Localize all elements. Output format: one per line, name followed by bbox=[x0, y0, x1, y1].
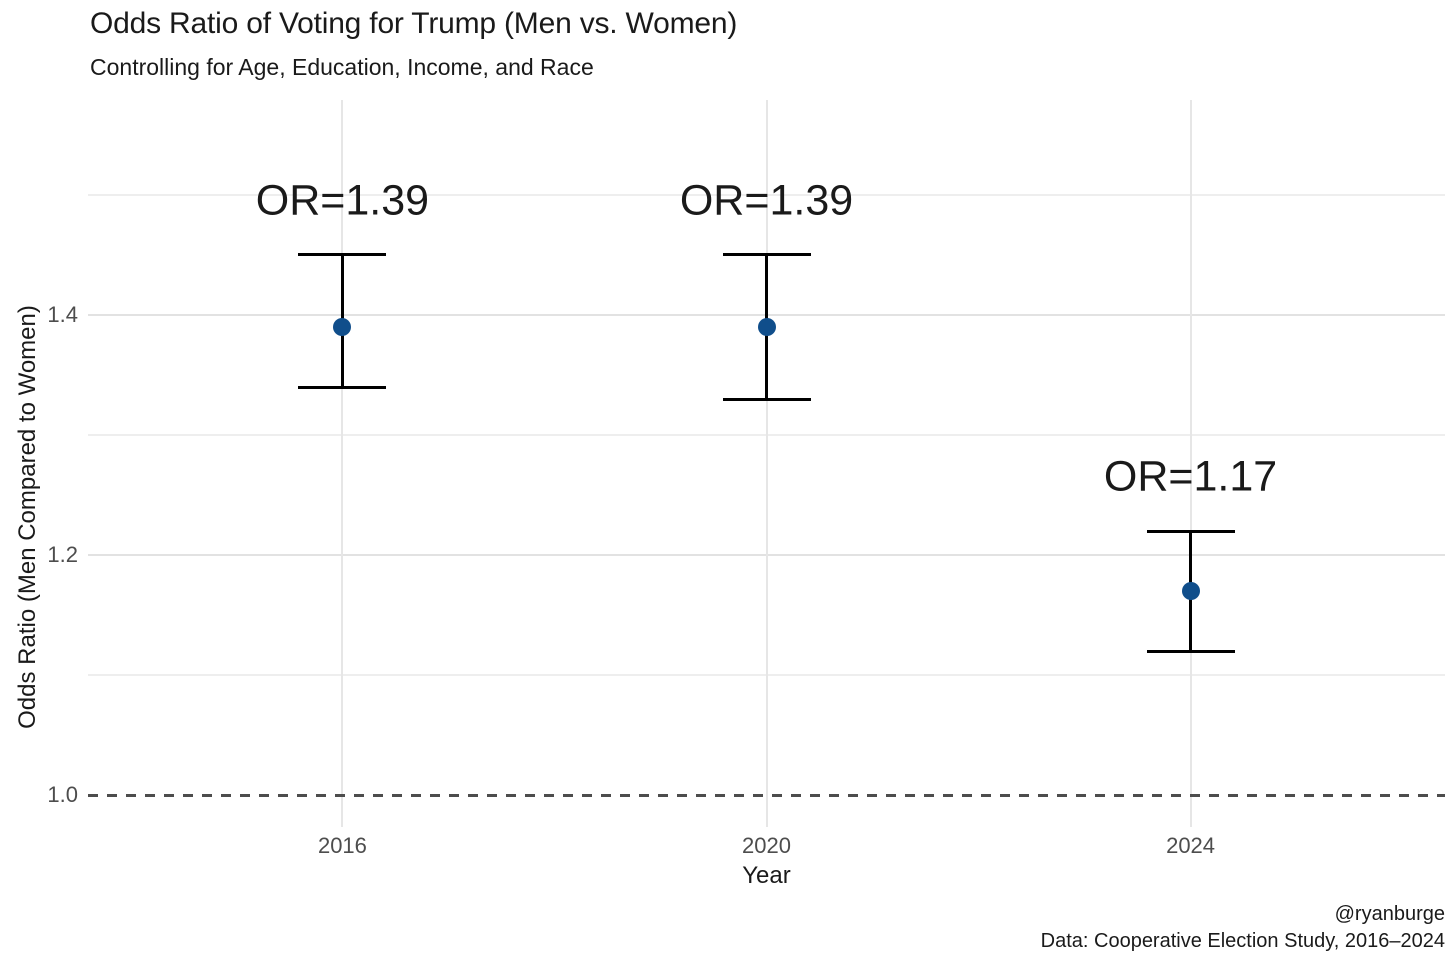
caption-source: Data: Cooperative Election Study, 2016–2… bbox=[1040, 930, 1445, 952]
x-axis-tick-label: 2024 bbox=[1166, 833, 1216, 858]
x-axis-tick-label: 2020 bbox=[742, 833, 791, 858]
error-bar-cap-top bbox=[1146, 529, 1235, 533]
caption: @ryanburge Data: Cooperative Election St… bbox=[1041, 901, 1445, 955]
y-axis-tick-label: 1.0 bbox=[47, 782, 78, 808]
caption-handle: @ryanburge bbox=[1334, 903, 1445, 925]
y-axis-title: Odds Ratio (Men Compared to Women) bbox=[14, 305, 41, 729]
vertical-gridline bbox=[765, 100, 768, 827]
plot-panel: OR=1.39 OR=1.39 OR=1.17 bbox=[88, 100, 1445, 827]
error-bar-cap-bottom bbox=[298, 385, 387, 389]
error-bar-cap-bottom bbox=[1146, 649, 1235, 653]
data-point bbox=[333, 317, 352, 336]
vertical-gridline bbox=[341, 100, 344, 827]
data-point bbox=[757, 317, 776, 336]
x-axis-title: Year bbox=[742, 862, 791, 889]
data-point bbox=[1181, 582, 1200, 601]
chart-title: Odds Ratio of Voting for Trump (Men vs. … bbox=[90, 7, 738, 40]
point-annotation: OR=1.39 bbox=[679, 176, 854, 225]
error-bar-cap-top bbox=[722, 253, 811, 257]
error-bar-cap-bottom bbox=[722, 397, 811, 401]
reference-line bbox=[88, 793, 1445, 797]
y-axis-tick-label: 1.4 bbox=[47, 301, 78, 327]
error-bar-cap-top bbox=[298, 253, 387, 257]
chart-subtitle: Controlling for Age, Education, Income, … bbox=[90, 54, 594, 80]
y-axis-tick-label: 1.2 bbox=[47, 542, 78, 568]
point-annotation: OR=1.17 bbox=[1103, 452, 1278, 501]
vertical-gridline bbox=[1189, 100, 1192, 827]
x-axis-tick-label: 2016 bbox=[317, 833, 367, 858]
point-annotation: OR=1.39 bbox=[255, 176, 430, 225]
